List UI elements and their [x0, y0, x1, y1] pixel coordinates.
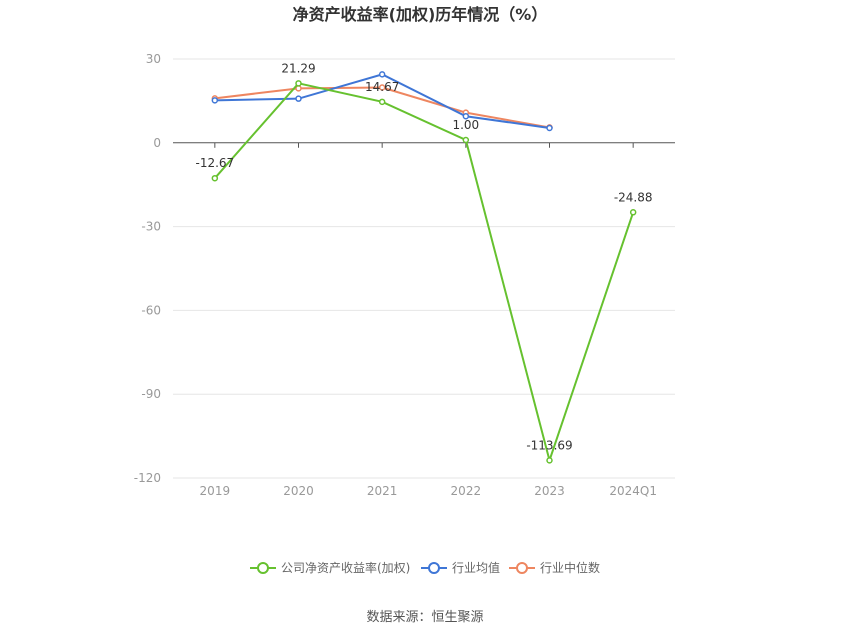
legend-item-2[interactable]: 行业中位数 [509, 560, 600, 575]
x-tick-label: 2021 [367, 484, 398, 498]
series-line-0 [214, 82, 635, 464]
y-tick-label: 30 [146, 52, 161, 66]
data-point[interactable] [378, 71, 386, 78]
legend-label: 行业均值 [452, 560, 500, 575]
data-point[interactable] [546, 124, 553, 132]
data-point[interactable] [378, 98, 386, 106]
data-label: 21.29 [281, 61, 315, 75]
legend-item-1[interactable]: 行业均值 [421, 560, 500, 575]
data-label: -24.88 [614, 190, 653, 204]
data-label: -113.69 [526, 438, 572, 452]
legend-item-0[interactable]: 公司净资产收益率(加权) [250, 560, 410, 575]
y-tick-label: -90 [141, 387, 161, 401]
x-tick-label: 2024Q1 [609, 484, 657, 498]
legend-marker [516, 562, 528, 574]
x-tick-label: 2019 [200, 484, 231, 498]
chart-title: 净资产收益率(加权)历年情况（%） [293, 5, 548, 24]
y-tick-label: -30 [141, 220, 161, 234]
y-axis: 30 0 -30 -60 -90 -120 [134, 52, 161, 485]
legend-marker [257, 562, 269, 574]
data-label: 14.67 [365, 80, 399, 94]
series-layer [211, 71, 637, 464]
source-note: 数据来源：恒生聚源 [366, 610, 483, 625]
legend-label: 行业中位数 [540, 560, 600, 575]
x-tick-label: 2022 [451, 484, 482, 498]
data-label: 1.00 [452, 118, 479, 132]
x-axis: 2019 2020 2021 2022 2023 2024Q1 [200, 142, 657, 498]
data-point[interactable] [629, 209, 637, 216]
y-tick-label: -60 [141, 303, 161, 317]
gridlines [173, 58, 675, 479]
data-label: -12.67 [195, 156, 234, 170]
data-point[interactable] [462, 136, 470, 144]
y-tick-label: 0 [153, 136, 161, 150]
data-point[interactable] [378, 84, 386, 91]
legend-marker [428, 562, 440, 574]
data-point[interactable] [295, 80, 302, 87]
x-tick-label: 2023 [534, 484, 565, 498]
legend-label: 公司净资产收益率(加权) [281, 560, 410, 575]
data-point[interactable] [211, 174, 219, 182]
x-tick-label: 2020 [283, 484, 314, 498]
y-tick-label: -120 [134, 471, 161, 485]
data-labels: -12.67 21.29 14.67 1.00 -113.69 -24.88 [195, 61, 652, 452]
data-point[interactable] [295, 95, 302, 102]
legend[interactable]: 公司净资产收益率(加权) 行业均值 行业中位数 [250, 560, 600, 575]
data-point[interactable] [211, 97, 219, 104]
data-point[interactable] [546, 457, 553, 464]
data-point[interactable] [462, 113, 470, 120]
